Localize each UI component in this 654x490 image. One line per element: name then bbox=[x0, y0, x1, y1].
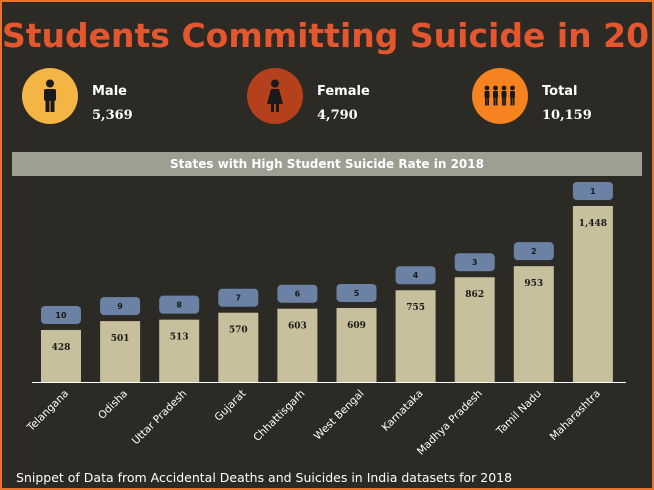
bar bbox=[572, 206, 613, 382]
total-label: Total bbox=[542, 84, 578, 99]
female-person-icon bbox=[247, 68, 303, 124]
chart-title: States with High Student Suicide Rate in… bbox=[12, 152, 642, 176]
page-title: Students Committing Suicide in 2018 bbox=[2, 16, 652, 55]
x-tick-label: Gujarat bbox=[212, 388, 248, 424]
bar bbox=[218, 312, 259, 382]
data-label: 609 bbox=[347, 321, 366, 331]
data-label: 1,448 bbox=[579, 219, 607, 229]
rank-badge bbox=[336, 283, 377, 302]
bar bbox=[395, 290, 436, 382]
rank-label: 3 bbox=[472, 258, 478, 267]
male-person-icon bbox=[22, 68, 78, 124]
data-label: 755 bbox=[406, 303, 425, 313]
rank-label: 5 bbox=[354, 289, 360, 298]
data-label: 570 bbox=[229, 326, 248, 336]
rank-badge bbox=[513, 242, 554, 261]
bar bbox=[277, 308, 318, 382]
x-tick-label: Tamil Nadu bbox=[494, 388, 544, 438]
bar bbox=[513, 266, 554, 382]
rank-badge bbox=[41, 305, 81, 324]
data-label: 501 bbox=[111, 334, 130, 344]
data-label: 513 bbox=[170, 333, 189, 343]
female-label: Female bbox=[317, 84, 370, 99]
x-tick-label: Madhya Pradesh bbox=[415, 388, 485, 458]
data-label: 603 bbox=[288, 322, 307, 332]
data-label: 428 bbox=[52, 343, 71, 353]
male-value: 5,369 bbox=[92, 108, 133, 123]
bar bbox=[100, 321, 141, 382]
bar bbox=[454, 277, 495, 382]
rank-label: 7 bbox=[236, 294, 242, 303]
bar bbox=[41, 329, 81, 382]
x-tick-label: Telangana bbox=[24, 388, 71, 435]
x-tick-label: Chhattisgarh bbox=[251, 388, 307, 444]
rank-label: 4 bbox=[413, 271, 419, 280]
rank-label: 9 bbox=[117, 302, 123, 311]
group-people-icon bbox=[472, 68, 528, 124]
rank-label: 10 bbox=[55, 311, 67, 320]
rank-badge bbox=[572, 182, 613, 200]
rank-badge bbox=[454, 253, 495, 272]
rank-badge bbox=[277, 284, 318, 303]
male-label: Male bbox=[92, 84, 127, 99]
rank-label: 2 bbox=[531, 247, 537, 256]
x-tick-label: Uttar Pradesh bbox=[130, 388, 190, 448]
rank-label: 8 bbox=[176, 301, 182, 310]
x-tick-label: Karnataka bbox=[380, 388, 426, 434]
x-tick-label: Maharashtra bbox=[548, 388, 603, 443]
bar bbox=[336, 307, 377, 382]
rank-label: 1 bbox=[590, 187, 596, 196]
data-label: 953 bbox=[524, 279, 543, 289]
footer-note: Snippet of Data from Accidental Deaths a… bbox=[16, 470, 513, 485]
bar bbox=[159, 319, 200, 382]
rank-badge bbox=[159, 295, 200, 314]
rank-badge bbox=[218, 288, 259, 307]
rank-label: 6 bbox=[295, 290, 301, 299]
x-tick-label: West Bengal bbox=[312, 388, 367, 443]
rank-badge bbox=[395, 266, 436, 285]
x-tick-label: Odisha bbox=[96, 388, 130, 422]
data-label: 862 bbox=[465, 290, 484, 300]
rank-badge bbox=[100, 297, 141, 316]
female-value: 4,790 bbox=[317, 108, 358, 123]
total-value: 10,159 bbox=[542, 108, 592, 123]
